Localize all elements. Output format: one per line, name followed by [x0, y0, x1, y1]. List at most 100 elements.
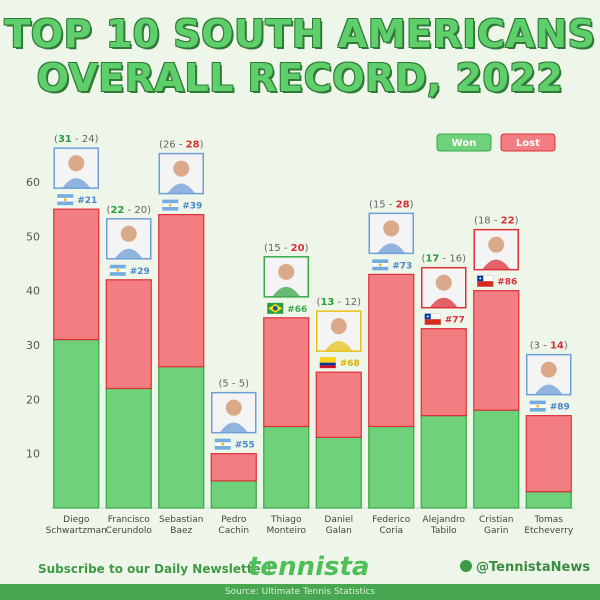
player-shirt-3 — [219, 422, 248, 433]
y-tick-label-60: 60 — [26, 176, 40, 189]
record-won-4: 15 — [268, 243, 281, 254]
player-group-4: #66 (15 - 20) Thiago Monteiro — [263, 243, 310, 536]
x-tick-label-4: Thiago Monteiro — [266, 515, 306, 536]
record-lost-4: 20 — [291, 243, 305, 254]
bar-lost-8 — [473, 290, 520, 411]
twitter-handle-text: @TennistaNews — [476, 560, 591, 575]
y-tick-label-50: 50 — [26, 230, 40, 243]
player-face-3 — [225, 399, 242, 416]
player-face-6 — [383, 220, 400, 237]
flag-colombia-5 — [319, 357, 336, 363]
player-face-9 — [540, 361, 557, 378]
record-lost-3: 5 — [239, 379, 245, 390]
player-group-8: #86 (18 - 22) Cristian Garin — [473, 216, 520, 536]
player-shirt-8 — [482, 259, 511, 270]
y-tick-label-40: 40 — [26, 285, 40, 298]
y-tick-label-30: 30 — [26, 339, 40, 352]
x-tick-label-0: Diego Schwartzman — [46, 515, 107, 536]
player-face-7 — [435, 274, 452, 291]
record-label-8: (18 - 22) — [474, 216, 519, 227]
player-shirt-1 — [114, 248, 143, 259]
ranking-label-4: #66 — [287, 305, 307, 315]
chart-title-line-2: OVERALL RECORD, 2022 — [36, 56, 564, 100]
legend-lost — [500, 133, 556, 152]
record-label-1: (22 - 20) — [107, 205, 152, 216]
stacked-bar-chart: 10 20 30 40 50 60 Won Lost #21 (31 - 24) Diego Schw… — [26, 133, 575, 536]
player-shirt-9 — [534, 384, 563, 395]
twitter-icon — [460, 560, 472, 572]
record-won-5: 13 — [320, 297, 334, 308]
bar-won-8 — [473, 409, 520, 509]
player-group-9: #89 (3 - 14) Tomas Etcheverry — [524, 341, 574, 536]
player-shirt-4 — [272, 286, 301, 297]
bar-won-7 — [420, 415, 467, 509]
source-note: Source: Ultimate Tennis Statistics — [0, 584, 600, 600]
player-shirt-5 — [324, 341, 353, 352]
player-shirt-0 — [62, 178, 91, 189]
x-tick-label-3: Pedro Cachin — [218, 515, 249, 536]
ranking-label-2: #39 — [182, 202, 202, 212]
legend-lost-label: Lost — [516, 138, 540, 149]
record-lost-7: 16 — [449, 254, 462, 265]
ranking-label-5: #68 — [340, 359, 360, 369]
record-won-2: 26 — [163, 140, 176, 151]
record-lost-5: 12 — [344, 297, 357, 308]
player-shirt-2 — [167, 183, 196, 194]
newsletter-cta[interactable]: Subscribe to our Daily Newsletter! — [38, 562, 272, 576]
brand-logo: tennista — [248, 552, 370, 582]
player-face-4 — [278, 263, 295, 280]
x-tick-label-1: Francisco Cerundolo — [106, 515, 153, 536]
bar-won-3 — [210, 480, 257, 509]
bar-won-0 — [53, 338, 100, 509]
record-lost-8: 22 — [501, 216, 515, 227]
x-tick-label-9: Tomas Etcheverry — [524, 515, 574, 536]
chart-title-line-1: TOP 10 SOUTH AMERICANS — [4, 12, 596, 56]
record-won-1: 22 — [110, 205, 124, 216]
bar-won-4 — [263, 425, 310, 509]
bar-lost-9 — [525, 415, 572, 493]
player-face-5 — [330, 318, 347, 335]
player-group-7: #77 (17 - 16) Alejandro Tabilo — [420, 254, 467, 536]
ranking-label-9: #89 — [550, 403, 570, 413]
player-shirt-6 — [377, 243, 406, 254]
record-label-3: (5 - 5) — [218, 379, 249, 390]
bar-won-1 — [105, 387, 152, 509]
bar-lost-5 — [315, 371, 362, 438]
x-tick-label-6: Federico Coria — [372, 515, 411, 536]
record-won-9: 3 — [534, 341, 540, 352]
record-label-0: (31 - 24) — [54, 134, 99, 145]
player-face-8 — [488, 236, 505, 253]
bar-lost-7 — [420, 328, 467, 417]
record-label-2: (26 - 28) — [159, 140, 204, 151]
x-tick-label-8: Cristian Garin — [479, 515, 513, 536]
record-won-8: 18 — [478, 216, 491, 227]
ranking-label-6: #73 — [392, 261, 412, 271]
record-won-6: 15 — [373, 199, 386, 210]
player-group-0: #21 (31 - 24) Diego Schwartzman — [46, 134, 107, 536]
record-lost-2: 28 — [186, 140, 200, 151]
player-face-0 — [68, 155, 85, 172]
player-group-3: #55 (5 - 5) Pedro Cachin — [210, 379, 257, 536]
player-group-2: #39 (26 - 28) Sebastian Baez — [158, 140, 205, 536]
record-won-3: 5 — [222, 379, 228, 390]
ranking-label-8: #86 — [497, 278, 517, 288]
record-label-5: (13 - 12) — [317, 297, 362, 308]
record-won-7: 17 — [425, 254, 439, 265]
player-group-6: #73 (15 - 28) Federico Coria — [368, 199, 415, 536]
bar-lost-6 — [368, 273, 415, 428]
ranking-label-0: #21 — [77, 196, 97, 206]
x-tick-label-5: Daniel Galan — [324, 515, 353, 536]
y-tick-label-10: 10 — [26, 448, 40, 461]
player-group-1: #29 (22 - 20) Francisco Cerundolo — [105, 205, 153, 536]
player-face-1 — [120, 225, 137, 242]
twitter-handle[interactable]: @TennistaNews — [460, 560, 590, 575]
footer: Subscribe to our Daily Newsletter! tenni… — [0, 548, 600, 582]
ranking-label-3: #55 — [235, 441, 255, 451]
player-face-2 — [173, 160, 190, 177]
bar-lost-1 — [105, 279, 152, 390]
bar-won-2 — [158, 366, 205, 509]
ranking-label-7: #77 — [445, 316, 465, 326]
player-shirt-7 — [429, 297, 458, 308]
x-tick-label-7: Alejandro Tabilo — [422, 515, 465, 536]
bar-won-5 — [315, 436, 362, 509]
